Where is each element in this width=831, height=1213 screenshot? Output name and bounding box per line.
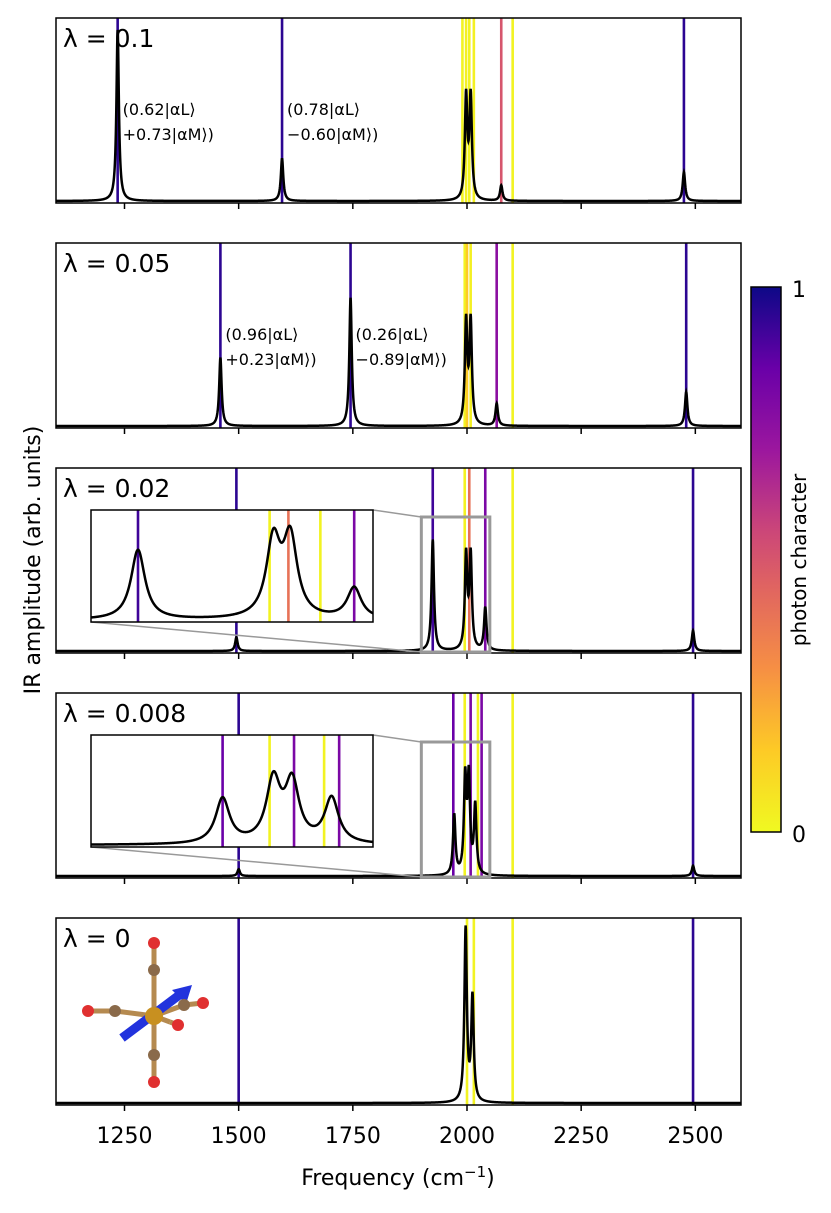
panel-0: λ = 0.1 (0.62|αL⟩ +0.73|αM⟩) (0.78|αL⟩ −0.60… <box>55 17 742 209</box>
oxygen-atom <box>172 1019 184 1031</box>
lambda-label: λ = 0.02 <box>63 474 170 503</box>
x-axis-label-close: ) <box>486 1166 495 1191</box>
inset-frame <box>90 509 374 623</box>
x-tick-label: 2500 <box>667 1124 723 1149</box>
zoom-region-box <box>419 515 492 654</box>
x-tick-label: 1250 <box>97 1124 153 1149</box>
zoom-connector <box>372 509 422 518</box>
state-annotation: (0.96|αL⟩ <box>225 325 298 344</box>
panel-background <box>56 18 741 203</box>
oxygen-atom <box>148 1076 160 1088</box>
panels-layer: λ = 0.1 (0.62|αL⟩ +0.73|αM⟩) (0.78|αL⟩ −0.60… <box>55 17 742 1149</box>
zoom-connector <box>90 846 422 878</box>
zoom-connector <box>90 621 422 653</box>
oxygen-atom <box>148 937 160 949</box>
panel-1: λ = 0.05 (0.96|αL⟩ +0.23|αM⟩) (0.26|αL⟩ −0.8… <box>55 242 742 434</box>
inset-zoom <box>90 734 492 879</box>
lambda-label: λ = 0 <box>63 924 131 953</box>
state-annotation: +0.23|αM⟩) <box>225 350 316 369</box>
metal-atom <box>145 1007 163 1025</box>
x-tick-label: 2000 <box>439 1124 495 1149</box>
oxygen-atom <box>197 997 209 1009</box>
state-annotation: (0.26|αL⟩ <box>356 325 429 344</box>
ir-spectrum-line <box>56 925 741 1105</box>
x-axis-label: Frequency (cm−1) <box>301 1163 494 1191</box>
x-tick-label: 1500 <box>211 1124 267 1149</box>
panel-frame <box>55 917 742 1106</box>
state-annotation: −0.60|αM⟩) <box>287 125 378 144</box>
panel-2: λ = 0.02 <box>55 467 742 659</box>
panel-4: 1250 1500 1750 2000 2250 2500 λ = 0 <box>55 917 742 1149</box>
inset-background <box>91 735 373 847</box>
state-annotation: (0.62|αL⟩ <box>123 100 196 119</box>
zoom-region-box <box>419 740 492 879</box>
carbon-atom <box>148 964 160 976</box>
lambda-label: λ = 0.008 <box>63 699 186 728</box>
molecule-icon <box>82 937 209 1088</box>
colorbar-tick-bottom: 0 <box>792 823 806 848</box>
colorbar-tick-top: 1 <box>792 278 806 303</box>
x-tick-label: 2250 <box>553 1124 609 1149</box>
inset-spectrum-line <box>90 524 374 619</box>
x-axis-label-superscript: −1 <box>464 1163 486 1181</box>
lambda-label: λ = 0.05 <box>63 249 170 278</box>
oxygen-atom <box>82 1005 94 1017</box>
carbon-atom <box>109 1005 121 1017</box>
zoom-connector <box>372 734 422 743</box>
carbon-atom <box>178 999 190 1011</box>
ir-spectrum-line <box>56 539 741 653</box>
y-axis-label: IR amplitude (arb. units) <box>21 426 46 695</box>
state-annotation: +0.73|αM⟩) <box>123 125 214 144</box>
colorbar: 1 0 photon character <box>750 278 811 848</box>
carbon-atom <box>148 1049 160 1061</box>
panel-frame <box>55 467 742 654</box>
panel-3: λ = 0.008 <box>55 692 742 884</box>
panel-frame <box>55 692 742 879</box>
dipole-arrowhead <box>172 985 192 1004</box>
ir-spectrum-line <box>56 29 741 203</box>
panel-frame <box>55 17 742 204</box>
ir-spectrum-line <box>56 297 741 428</box>
panel-background <box>56 243 741 428</box>
ir-spectrum-line <box>56 764 741 878</box>
lambda-label: λ = 0.1 <box>63 24 154 53</box>
state-annotation: −0.89|αM⟩) <box>356 350 447 369</box>
x-tick-label: 1750 <box>325 1124 381 1149</box>
panel-frame <box>55 242 742 429</box>
inset-zoom <box>90 509 492 654</box>
inset-spectrum-line <box>91 769 374 846</box>
colorbar-gradient <box>750 286 782 833</box>
inset-frame <box>90 734 374 848</box>
x-axis-label-main: Frequency (cm <box>301 1166 464 1191</box>
colorbar-label: photon character <box>787 473 811 646</box>
state-annotation: (0.78|αL⟩ <box>287 100 360 119</box>
